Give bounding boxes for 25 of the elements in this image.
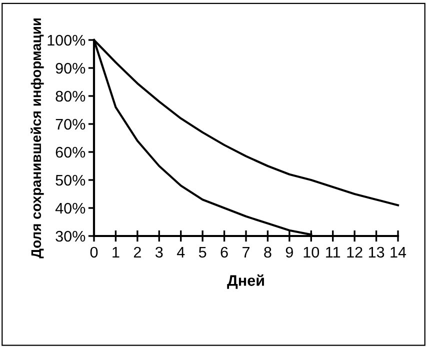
x-tick-label: 13: [368, 246, 384, 258]
x-tick-label: 8: [264, 246, 272, 258]
x-tick-label: 2: [134, 246, 141, 258]
y-tick-label: 40%: [55, 202, 86, 214]
y-tick-label: 60%: [56, 146, 86, 158]
x-tick-label: 5: [198, 246, 206, 258]
y-tick-label: 100%: [48, 34, 86, 46]
x-tick-label: 12: [347, 246, 362, 258]
y-axis-title: Доля сохранившейся информации: [30, 18, 44, 258]
x-tick-label: 3: [155, 246, 163, 258]
x-tick-label: 0: [90, 246, 98, 258]
x-tick-label: 11: [326, 246, 340, 258]
x-tick-label: 1: [112, 246, 120, 258]
x-tick-label: 14: [390, 246, 406, 258]
y-tick-label: 90%: [56, 62, 86, 74]
x-tick-label: 10: [304, 246, 320, 258]
x-axis-title: Дней: [227, 274, 264, 289]
y-tick-label: 70%: [56, 118, 86, 130]
x-tick-label: 7: [242, 246, 250, 258]
y-tick-label: 30%: [56, 230, 86, 242]
y-tick-label: 50%: [56, 174, 86, 186]
x-tick-label: 4: [176, 246, 185, 258]
x-tick-label: 9: [286, 246, 293, 258]
x-tick-label: 6: [220, 246, 228, 258]
y-tick-label: 80%: [56, 90, 86, 102]
